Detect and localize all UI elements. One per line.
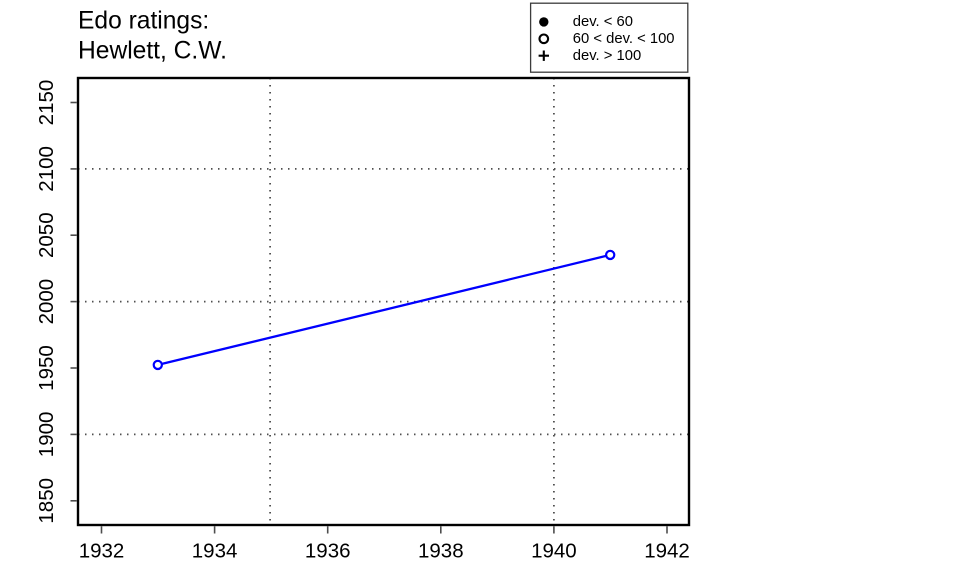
svg-text:2100: 2100: [35, 146, 58, 192]
svg-text:2000: 2000: [35, 279, 58, 325]
svg-text:dev. < 60: dev. < 60: [573, 14, 633, 30]
svg-text:Hewlett, C.W.: Hewlett, C.W.: [78, 37, 227, 64]
svg-text:dev. > 100: dev. > 100: [573, 48, 641, 64]
svg-text:1936: 1936: [305, 539, 351, 562]
svg-text:60 < dev. < 100: 60 < dev. < 100: [573, 31, 675, 47]
svg-text:1940: 1940: [531, 539, 577, 562]
svg-text:1932: 1932: [79, 539, 125, 562]
svg-text:1850: 1850: [35, 478, 58, 524]
svg-text:1950: 1950: [35, 345, 58, 391]
svg-text:1900: 1900: [35, 412, 58, 458]
svg-text:Edo ratings:: Edo ratings:: [78, 7, 209, 34]
svg-text:1938: 1938: [418, 539, 464, 562]
svg-text:2150: 2150: [35, 80, 58, 126]
svg-text:1934: 1934: [192, 539, 238, 562]
svg-text:2050: 2050: [35, 212, 58, 258]
svg-text:1942: 1942: [644, 539, 690, 562]
